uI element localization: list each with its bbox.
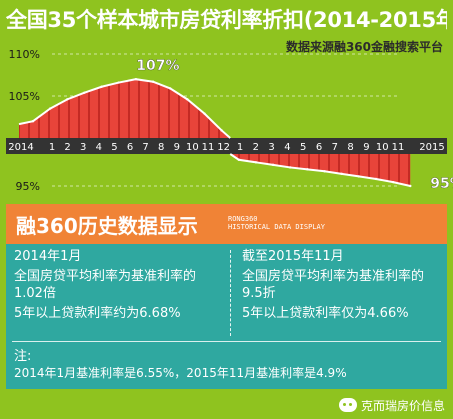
x-tick-label: 8: [158, 142, 164, 153]
annotation-low: 95%: [430, 176, 453, 192]
data-point: [117, 81, 120, 84]
data-point: [220, 129, 223, 132]
panel-header-title: 融360历史数据显示: [16, 214, 198, 238]
data-point: [48, 107, 52, 110]
x-tick-label: 3: [80, 142, 86, 153]
data-point: [151, 80, 155, 83]
stats-2015: 截至2015年11月 全国房贷平均利率为基准利率的9.5折 5年以上贷款利率仅为…: [242, 248, 442, 322]
x-tick-label: 11: [202, 142, 215, 153]
note-text: 2014年1月基准利率是6.55%，2015年11月基准利率是4.9%: [14, 366, 347, 380]
chart-title: 全国35个样本城市房贷利率折扣(2014-2015年): [6, 8, 447, 32]
x-tick-label: 10: [186, 142, 199, 153]
x-tick-label: 12: [217, 142, 230, 153]
annotations: 107% 95%: [136, 58, 453, 192]
panel-header-en-2: HISTORICAL DATA DISPLAY: [228, 223, 325, 231]
data-point: [323, 170, 326, 173]
x-tick-label: 8: [347, 142, 353, 153]
panel-header: 融360历史数据显示 RONG360 HISTORICAL DATA DISPL…: [6, 204, 447, 244]
annotation-peak: 107%: [136, 58, 179, 74]
data-point: [83, 91, 86, 94]
x-tick-label: 7: [332, 142, 338, 153]
data-point: [186, 98, 189, 101]
data-point: [237, 158, 240, 161]
x-tick-label: 9: [363, 142, 369, 153]
x-tick-label: 9: [174, 142, 180, 153]
x-tick-label: 3: [268, 142, 274, 153]
x-tick-label: 1: [237, 142, 243, 153]
data-point: [203, 112, 206, 115]
x-tick-label: 2014: [8, 142, 33, 153]
data-point: [100, 85, 103, 88]
column-divider: [230, 250, 231, 336]
x-tick-label: 2015: [419, 142, 444, 153]
curve-below: [229, 153, 411, 187]
wechat-icon: [338, 398, 357, 412]
data-point: [31, 120, 35, 123]
source-note: 数据来源融360金融搜索平台: [285, 40, 443, 54]
data-point: [134, 78, 138, 81]
stats-2015-date: 截至2015年11月: [242, 249, 344, 264]
data-point: [340, 172, 343, 176]
stats-2014-date: 2014年1月: [14, 249, 82, 264]
data-point: [169, 87, 172, 90]
x-tick-label: 5: [111, 142, 117, 153]
data-point: [391, 180, 395, 184]
y-tick-label: 105%: [9, 90, 40, 103]
stats-2014: 2014年1月 全国房贷平均利率为基准利率的1.02倍 5年以上贷款利率约为6.…: [14, 248, 220, 322]
panel-header-subtitle: RONG360 HISTORICAL DATA DISPLAY: [228, 215, 325, 231]
x-tick-label: 6: [127, 142, 133, 153]
stats-panel: 2014年1月 全国房贷平均利率为基准利率的1.02倍 5年以上贷款利率约为6.…: [6, 244, 447, 389]
data-point: [357, 175, 361, 178]
x-tick-label: 4: [284, 142, 290, 153]
y-tick-labels: 110% 105% 95%: [9, 48, 40, 193]
x-tick-label: 7: [142, 142, 148, 153]
x-tick-label: 11: [392, 142, 405, 153]
data-point: [66, 98, 69, 101]
watermark-text: 克而瑞房价信息: [360, 398, 445, 413]
axis-band: [6, 138, 447, 154]
data-point: [306, 168, 309, 171]
stats-2014-line2: 5年以上贷款利率约为6.68%: [14, 306, 181, 321]
panel-header-en-1: RONG360: [228, 215, 258, 223]
y-tick-label: 110%: [9, 48, 40, 61]
x-tick-label: 2: [64, 142, 70, 153]
x-tick-label: 6: [316, 142, 322, 153]
curve-above: [18, 78, 231, 139]
note-heading: 注:: [14, 349, 32, 364]
data-point: [409, 184, 412, 188]
x-tick-label: 5: [300, 142, 306, 153]
x-tick-labels: 2014 1 2 3 4 5 6 7 8 9 10 11 12 1 2 3 4 5 6 7 8 9 10 11 2015: [8, 142, 444, 153]
x-tick-label: 2: [253, 142, 259, 153]
data-point: [271, 163, 275, 167]
note-divider: [12, 341, 441, 342]
x-tick-label: 4: [96, 142, 102, 153]
stats-2015-line2: 5年以上贷款利率仅为4.66%: [242, 306, 409, 321]
data-point: [374, 177, 378, 181]
x-tick-label: 10: [376, 142, 389, 153]
x-axis-band: [6, 138, 447, 154]
data-point: [289, 166, 292, 169]
rate-curve: [18, 78, 412, 188]
data-point: [254, 161, 258, 164]
rate-chart: 110%105%95% 2014 1 2 3 4 5 6 7 8 9 10 11 12 1 2 3 4 5 6 7 8 9…: [6, 48, 453, 193]
y-gridlines: [52, 53, 400, 187]
stats-2015-line1: 全国房贷平均利率为基准利率的9.5折: [242, 269, 425, 301]
watermark: 克而瑞房价信息: [338, 394, 445, 416]
stats-2014-line1: 全国房贷平均利率为基准利率的1.02倍: [14, 269, 197, 301]
y-tick-label: 95%: [16, 180, 40, 193]
x-tick-label: 1: [49, 142, 55, 153]
